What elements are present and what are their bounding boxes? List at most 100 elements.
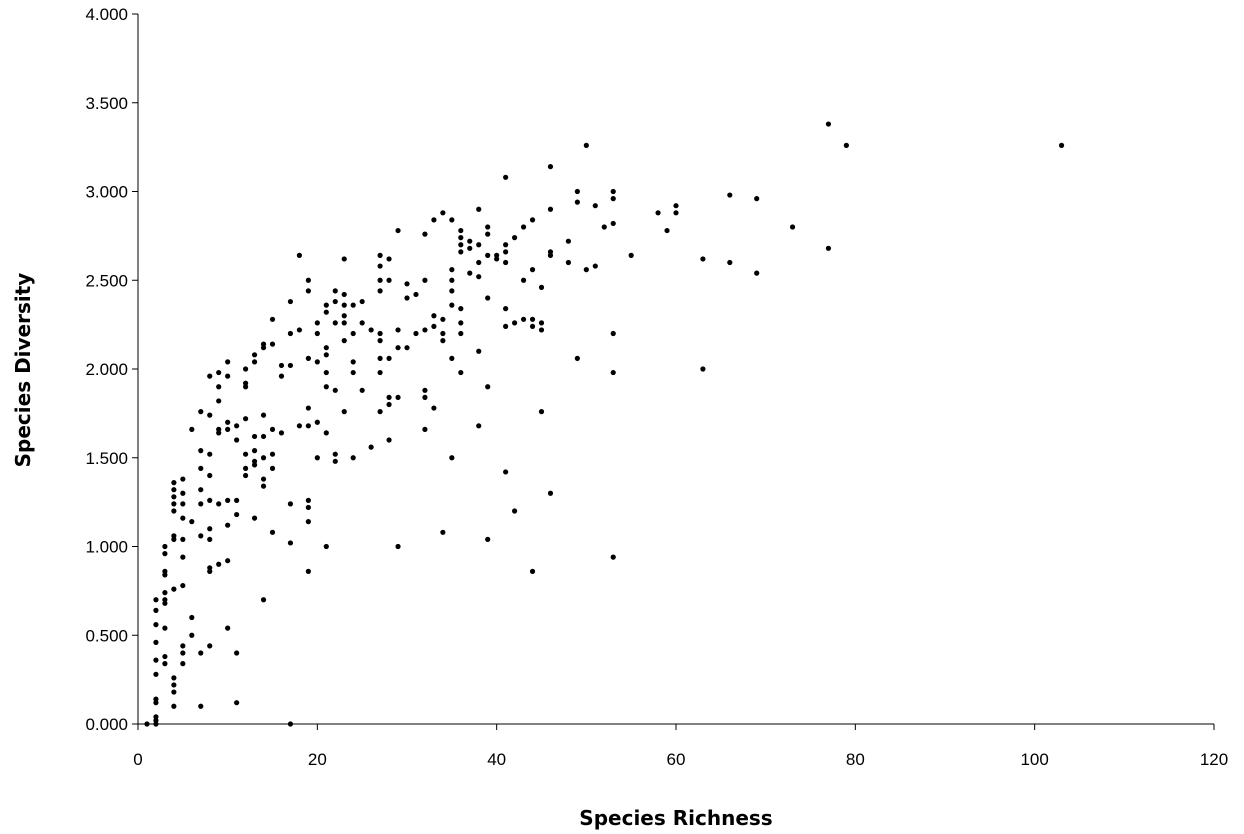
data-point <box>225 373 231 379</box>
data-point <box>305 497 311 503</box>
data-point <box>251 433 258 440</box>
data-point <box>189 614 195 621</box>
data-point <box>422 277 428 283</box>
data-point <box>162 597 168 603</box>
data-point <box>404 281 410 287</box>
data-point <box>305 405 311 411</box>
data-point <box>332 458 338 464</box>
data-point <box>162 543 168 550</box>
data-point <box>440 330 446 337</box>
data-point <box>153 639 159 645</box>
x-tick-label: 0 <box>133 750 142 769</box>
y-tick-label: 1.500 <box>85 449 128 468</box>
data-point <box>503 469 509 475</box>
data-point <box>251 352 258 358</box>
y-axis-title: Species Diversity <box>11 273 35 468</box>
data-point <box>440 316 446 322</box>
data-point <box>323 369 329 376</box>
data-point <box>610 188 616 195</box>
data-point <box>341 256 347 262</box>
data-point <box>386 256 392 262</box>
data-point <box>153 714 159 720</box>
data-point <box>216 369 222 376</box>
data-point <box>520 224 527 230</box>
data-point <box>431 405 437 411</box>
data-point <box>216 384 222 390</box>
data-point <box>350 330 356 337</box>
data-point <box>673 210 679 216</box>
data-point <box>422 426 428 432</box>
data-point <box>368 327 374 333</box>
data-point <box>547 164 554 170</box>
data-point <box>449 217 455 223</box>
data-point <box>296 423 302 429</box>
data-point <box>404 345 410 351</box>
data-point <box>538 409 545 415</box>
data-point <box>440 338 446 344</box>
data-point <box>610 196 616 202</box>
data-point <box>503 249 509 255</box>
data-point <box>341 313 347 319</box>
data-point <box>511 320 518 326</box>
data-point <box>171 487 177 493</box>
x-tick-label: 120 <box>1200 750 1228 769</box>
data-point <box>314 419 320 425</box>
data-point <box>251 515 258 521</box>
data-point <box>538 320 545 326</box>
data-point <box>305 277 311 283</box>
data-point <box>287 501 294 507</box>
data-point <box>601 224 607 230</box>
data-point <box>610 369 616 376</box>
data-point <box>260 341 267 347</box>
data-point <box>305 504 311 511</box>
data-point <box>225 359 231 365</box>
data-point <box>180 650 186 656</box>
data-point <box>529 323 536 329</box>
data-point <box>449 267 455 273</box>
data-point <box>467 270 473 276</box>
data-point <box>422 394 428 400</box>
data-point <box>538 327 545 333</box>
data-point <box>162 590 168 596</box>
data-point <box>314 455 320 461</box>
data-point <box>592 203 598 209</box>
data-point <box>476 348 482 354</box>
data-point <box>323 345 329 351</box>
data-point <box>207 565 213 571</box>
data-point <box>386 277 392 283</box>
data-point <box>278 430 285 436</box>
data-point <box>296 327 302 333</box>
data-point <box>207 497 213 503</box>
data-point <box>359 298 365 305</box>
data-point <box>458 369 464 376</box>
data-point <box>207 536 213 543</box>
data-point <box>287 298 294 305</box>
data-point <box>323 352 329 358</box>
data-point <box>225 419 231 425</box>
data-point <box>260 455 267 461</box>
data-point <box>332 320 338 326</box>
data-point <box>180 476 186 482</box>
data-point <box>503 259 509 266</box>
data-point <box>251 458 258 464</box>
data-point <box>144 721 150 727</box>
data-point <box>727 259 733 266</box>
data-point <box>458 235 464 241</box>
data-point <box>395 394 401 400</box>
data-point <box>377 252 383 258</box>
data-point <box>234 700 240 706</box>
data-point <box>153 622 159 628</box>
data-point <box>153 597 159 603</box>
data-point <box>243 472 249 479</box>
data-point <box>269 426 276 432</box>
x-tick-label: 80 <box>846 750 865 769</box>
data-point <box>198 501 204 507</box>
data-point <box>377 330 383 337</box>
data-point <box>189 519 195 525</box>
y-tick-label: 0.500 <box>85 626 128 645</box>
data-point <box>225 426 231 432</box>
data-point <box>610 220 616 227</box>
data-point <box>538 284 545 290</box>
data-point <box>503 242 509 248</box>
